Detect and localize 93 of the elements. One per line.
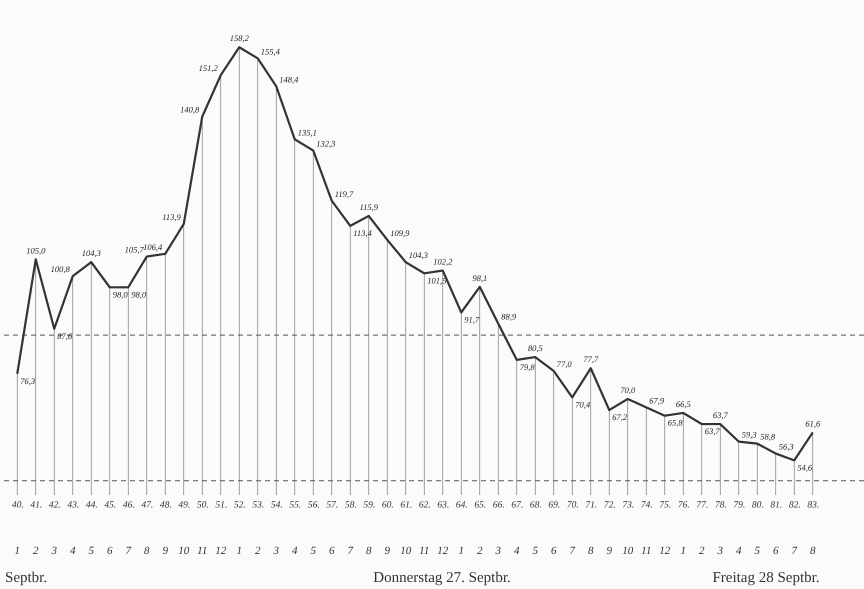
x-tick-label: 77. [696, 500, 708, 510]
x-tick-label: 65. [474, 500, 486, 510]
data-label: 148,4 [279, 74, 300, 84]
data-label: 54,6 [797, 462, 813, 472]
data-label: 100,8 [50, 264, 70, 274]
data-label: 155,4 [260, 46, 281, 56]
x-tick-label: 45. [104, 500, 116, 510]
data-label: 67,9 [649, 395, 665, 406]
x-tick-label: 76. [678, 500, 690, 510]
data-label: 59,3 [742, 430, 757, 440]
text: 6 7 8 9 10 11 12 1 2 3 4 5 [107, 545, 316, 557]
x-tick-label: 50. [196, 500, 209, 510]
x-tick-label: 40. [12, 500, 24, 510]
data-label: 140,8 [180, 104, 200, 115]
text: 6 7 8 9 10 11 12 1 2 3 4 5 [551, 545, 760, 557]
data-label: 58,8 [760, 432, 776, 442]
data-label: 67,2 [612, 412, 628, 422]
x-tick-label: 61. [400, 500, 412, 510]
x-tick-label: 54. [270, 500, 283, 510]
data-label: 98,0 [131, 289, 147, 300]
x-tick-label: 41. [30, 500, 42, 510]
data-label: 91,7 [464, 314, 480, 324]
data-label: 106,4 [143, 242, 163, 252]
data-label: 98,1 [472, 272, 488, 283]
text: 1 2 3 4 5 [14, 545, 94, 557]
data-label: 88,9 [501, 312, 517, 322]
x-tick-label: 69. [548, 500, 560, 510]
data-label: 135,1 [298, 127, 317, 138]
data-label: 79,8 [520, 362, 536, 372]
x-tick-label: 82. [788, 500, 801, 510]
x-tick-label: 70. [566, 500, 579, 510]
data-label: 104,3 [408, 250, 428, 260]
x-tick-label: 72. [604, 500, 616, 510]
x-tick-label: 73. [622, 500, 634, 510]
x-tick-label: 51. [215, 500, 228, 510]
data-label: 63,7 [712, 410, 728, 420]
data-label: 113,9 [162, 212, 182, 222]
data-label: 151,2 [198, 63, 218, 74]
x-tick-label: 42. [48, 500, 61, 510]
x-tick-label: 75. [659, 500, 672, 510]
data-label: 56,3 [778, 442, 794, 452]
text: Freitag 28 Septbr. [712, 570, 820, 586]
x-tick-label: 74. [640, 500, 653, 510]
x-tick-label: 78. [714, 500, 727, 510]
x-tick-label: 46. [122, 500, 135, 510]
data-label: 70,4 [575, 399, 591, 410]
data-label: 63,7 [704, 426, 720, 436]
x-tick-label: 66. [492, 500, 505, 510]
data-label: 61,6 [805, 418, 821, 428]
x-tick-label: 83. [807, 500, 820, 510]
data-label: 77,0 [556, 359, 572, 370]
x-tick-label: 80. [752, 500, 764, 510]
data-label: 104,3 [82, 248, 101, 258]
x-tick-label: 47. [141, 500, 154, 510]
x-tick-label: 52. [234, 500, 246, 510]
x-tick-label: 59. [363, 500, 376, 510]
x-tick-label: 44. [86, 500, 98, 510]
x-tick-label: 56. [308, 500, 320, 510]
x-tick-label: 49. [178, 500, 190, 510]
data-label: 119,7 [334, 188, 354, 199]
x-tick-label: 79. [733, 500, 746, 510]
data-label: 158,2 [230, 33, 250, 44]
x-tick-label: 67. [511, 500, 524, 510]
data-label: 105,0 [26, 245, 46, 256]
data-label: 70,0 [620, 384, 636, 395]
x-tick-label: 48. [160, 500, 172, 510]
data-label: 102,2 [433, 256, 454, 267]
text: 6 7 8 9 10 11 12 1 2 3 4 5 [329, 545, 538, 557]
data-label: 77,7 [583, 354, 599, 364]
x-tick-label: 81. [770, 500, 782, 510]
text: Donnerstag 27. Septbr. [373, 570, 511, 586]
x-tick-label: 68. [530, 500, 542, 510]
data-label: 65,8 [668, 418, 684, 428]
x-tick-label: 58. [344, 500, 357, 510]
x-tick-label: 53. [252, 500, 264, 510]
data-label: 66,5 [676, 398, 691, 409]
data-label: 115,9 [360, 202, 379, 212]
x-tick-label: 57. [326, 500, 338, 510]
x-tick-label: 62. [418, 500, 431, 510]
data-label: 76,3 [20, 376, 36, 386]
data-label: 109,9 [390, 228, 410, 238]
x-tick-label: 43. [67, 500, 80, 510]
text: 6 7 8 [773, 545, 816, 557]
x-tick-label: 64. [456, 500, 468, 510]
data-label: 105,7 [124, 244, 144, 255]
x-tick-label: 63. [437, 500, 450, 510]
x-tick-label: 55. [289, 500, 302, 510]
data-label: 80,5 [528, 343, 543, 354]
text: Septbr. [5, 570, 48, 586]
data-label: 98,0 [112, 289, 128, 300]
data-label: 132,3 [316, 138, 336, 149]
x-tick-label: 71. [585, 500, 598, 510]
x-tick-label: 60. [382, 500, 394, 510]
